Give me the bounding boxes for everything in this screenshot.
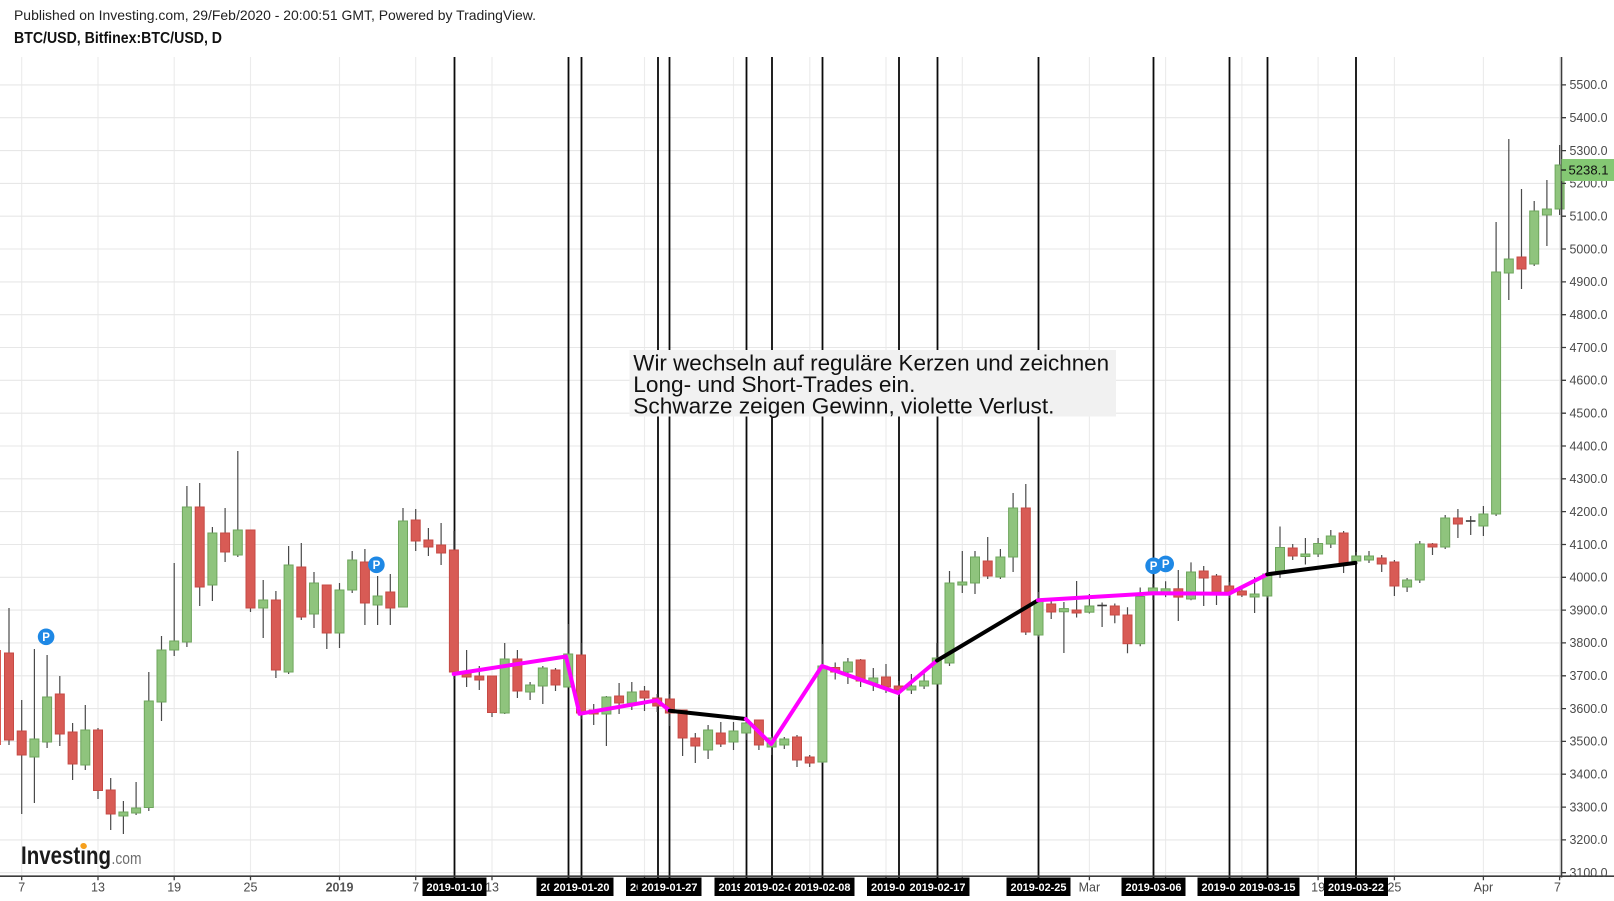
svg-text:3200.0: 3200.0: [1570, 833, 1608, 847]
svg-text:3900.0: 3900.0: [1570, 603, 1608, 617]
svg-text:25: 25: [1387, 881, 1401, 895]
svg-text:3400.0: 3400.0: [1570, 768, 1608, 782]
svg-text:25: 25: [244, 881, 258, 895]
svg-text:7: 7: [1554, 881, 1561, 895]
svg-text:Published on Investing.com, 29: Published on Investing.com, 29/Feb/2020 …: [14, 7, 536, 23]
svg-text:2019-01-10: 2019-01-10: [427, 882, 483, 894]
svg-text:7: 7: [18, 881, 25, 895]
svg-text:13: 13: [485, 881, 499, 895]
svg-text:4900.0: 4900.0: [1570, 275, 1608, 289]
svg-text:4500.0: 4500.0: [1570, 407, 1608, 421]
svg-text:3500.0: 3500.0: [1570, 735, 1608, 749]
svg-text:4100.0: 4100.0: [1570, 538, 1608, 552]
svg-text:4800.0: 4800.0: [1570, 308, 1608, 322]
svg-text:Apr: Apr: [1474, 881, 1493, 895]
svg-text:5400.0: 5400.0: [1570, 111, 1608, 125]
svg-text:2019-03-15: 2019-03-15: [1240, 882, 1296, 894]
svg-text:4200.0: 4200.0: [1570, 505, 1608, 519]
svg-text:2019-03-22: 2019-03-22: [1328, 882, 1384, 894]
svg-text:P: P: [42, 632, 50, 644]
svg-text:3800.0: 3800.0: [1570, 636, 1608, 650]
svg-text:BTC/USD, Bitfinex:BTC/USD, D: BTC/USD, Bitfinex:BTC/USD, D: [14, 30, 222, 47]
svg-text:2019-01-27: 2019-01-27: [642, 882, 698, 894]
svg-text:7: 7: [412, 881, 419, 895]
svg-text:3700.0: 3700.0: [1570, 669, 1608, 683]
svg-text:19: 19: [1311, 881, 1325, 895]
svg-text:3600.0: 3600.0: [1570, 702, 1608, 716]
svg-text:P: P: [1162, 559, 1170, 571]
svg-text:4400.0: 4400.0: [1570, 439, 1608, 453]
svg-text:3300.0: 3300.0: [1570, 800, 1608, 814]
svg-text:4300.0: 4300.0: [1570, 472, 1608, 486]
svg-text:2019-02-17: 2019-02-17: [910, 882, 966, 894]
svg-text:P: P: [373, 560, 381, 572]
svg-text:Mar: Mar: [1079, 881, 1101, 895]
svg-text:2019-03-06: 2019-03-06: [1126, 882, 1182, 894]
svg-text:5000.0: 5000.0: [1570, 242, 1608, 256]
svg-text:Schwarze zeigen Gewinn, violet: Schwarze zeigen Gewinn, violette Verlust…: [633, 394, 1054, 419]
svg-text:4700.0: 4700.0: [1570, 341, 1608, 355]
svg-text:Investıng: Investıng: [21, 842, 111, 870]
svg-text:19: 19: [167, 881, 181, 895]
svg-text:5100.0: 5100.0: [1570, 210, 1608, 224]
svg-text:4000.0: 4000.0: [1570, 571, 1608, 585]
svg-text:2019-02-04: 2019-02-04: [744, 882, 801, 894]
svg-text:Wir wechseln auf reguläre Kerz: Wir wechseln auf reguläre Kerzen und zei…: [633, 351, 1109, 376]
svg-text:.com: .com: [112, 850, 142, 868]
svg-text:Long- und Short-Trades ein.: Long- und Short-Trades ein.: [633, 372, 915, 397]
svg-text:5500.0: 5500.0: [1570, 78, 1608, 92]
svg-text:13: 13: [91, 881, 105, 895]
svg-text:P: P: [1150, 561, 1158, 573]
svg-text:2019: 2019: [326, 881, 354, 895]
svg-text:5300.0: 5300.0: [1570, 144, 1608, 158]
svg-text:2019-02-25: 2019-02-25: [1011, 882, 1067, 894]
svg-text:3100.0: 3100.0: [1570, 866, 1608, 880]
svg-text:2019-02-08: 2019-02-08: [795, 882, 851, 894]
svg-text:4600.0: 4600.0: [1570, 374, 1608, 388]
svg-text:2019-01-20: 2019-01-20: [554, 882, 610, 894]
svg-text:5238.1: 5238.1: [1569, 164, 1609, 178]
